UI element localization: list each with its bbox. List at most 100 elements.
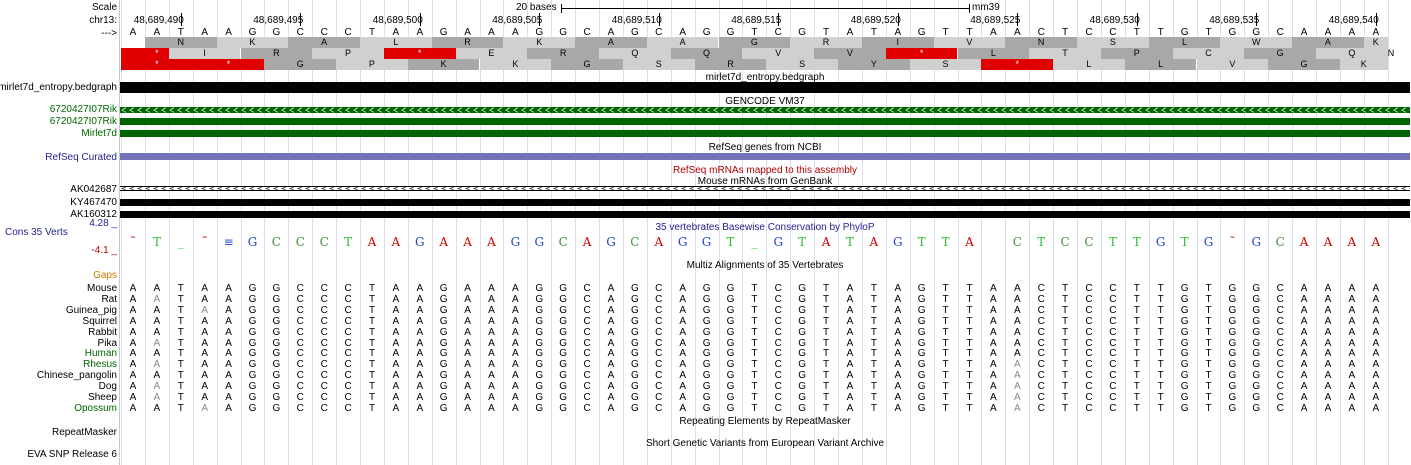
aligned-base: C xyxy=(344,293,352,305)
aligned-base: A xyxy=(225,348,232,360)
strand-toggle[interactable]: ---> xyxy=(101,28,117,39)
species-label-sheep[interactable]: Sheep xyxy=(88,392,117,403)
chromosome-label[interactable]: chr13: xyxy=(89,15,117,26)
conservation-base: A xyxy=(391,235,401,249)
species-label-human[interactable]: Human xyxy=(84,348,117,360)
aligned-base: A xyxy=(512,337,519,349)
gridline xyxy=(503,0,504,465)
species-label-squirrel[interactable]: Squirrel xyxy=(82,315,117,327)
conservation-base: _ xyxy=(177,235,184,249)
aligned-base: A xyxy=(153,304,161,316)
species-label-pika[interactable]: Pika xyxy=(97,337,117,349)
aligned-base: A xyxy=(392,381,400,393)
aligned-base: C xyxy=(655,326,663,338)
species-label-guinea-pig[interactable]: Guinea_pig xyxy=(65,304,117,316)
aligned-base: C xyxy=(583,315,591,327)
aligned-base: T xyxy=(966,359,973,371)
base-letter: C xyxy=(320,27,328,38)
aligned-base: T xyxy=(1157,370,1164,382)
track-label-gene-6720427i07rik-1[interactable]: 6720427I07Rik xyxy=(49,104,117,115)
species-label-rhesus[interactable]: Rhesus xyxy=(83,359,117,371)
aligned-base: G xyxy=(272,337,281,349)
conservation-base: ˜ xyxy=(130,235,136,249)
track-label-gaps[interactable]: Gaps xyxy=(93,270,117,281)
aligned-base: C xyxy=(1276,359,1284,371)
refseq-curated-bar[interactable] xyxy=(120,153,1410,160)
aligned-base: C xyxy=(583,370,591,382)
gridline xyxy=(623,0,624,465)
species-label-opossum[interactable]: Opossum xyxy=(74,402,117,414)
aligned-base: G xyxy=(535,315,544,327)
aligned-base: G xyxy=(726,370,735,382)
mrna-ak042687-bar[interactable] xyxy=(120,186,1410,191)
aligned-base: G xyxy=(1180,283,1189,294)
aligned-base: A xyxy=(1300,315,1308,327)
aligned-base: A xyxy=(225,304,232,316)
aligned-base: A xyxy=(894,293,902,305)
aligned-base: A xyxy=(392,359,400,371)
conservation-base: A xyxy=(439,235,449,249)
track-data-area[interactable]: 20 bases mm39 48,689,490 48,689,495 48,689… xyxy=(120,0,1410,465)
aligned-base: A xyxy=(1013,348,1021,360)
track-label-mrna-ak042687[interactable]: AK042687 xyxy=(70,184,117,195)
aligned-base: G xyxy=(631,293,639,305)
track-label-mrna-ak160312[interactable]: AK160312 xyxy=(70,209,117,220)
mrna-ak160312-bar[interactable] xyxy=(120,211,1410,218)
aligned-base: G xyxy=(439,392,448,403)
aligned-base: C xyxy=(1037,304,1045,316)
aligned-base: A xyxy=(464,304,471,316)
aligned-base: C xyxy=(1085,293,1093,305)
conservation-base: T xyxy=(344,235,353,249)
assembly-name: mm39 xyxy=(972,2,1000,13)
gene-mirlet7d-bar[interactable] xyxy=(120,130,1410,137)
track-label-mirlet7d-entropy[interactable]: mirlet7d_entropy.bedgraph xyxy=(0,82,117,93)
track-label-refseq-curated[interactable]: RefSeq Curated xyxy=(45,152,117,163)
base-letter: C xyxy=(344,27,352,38)
amino-acid: G xyxy=(718,37,791,48)
aligned-base: A xyxy=(464,370,471,382)
species-label-chinese-pangolin[interactable]: Chinese_pangolin xyxy=(36,370,117,382)
aligned-base: A xyxy=(990,359,997,371)
mrna-ky467470-bar[interactable] xyxy=(120,199,1410,206)
track-label-cons-35-verts[interactable]: Cons 35 Verts xyxy=(5,227,68,238)
gridline xyxy=(742,0,743,465)
species-label-rabbit[interactable]: Rabbit xyxy=(88,326,117,338)
aligned-base: A xyxy=(129,348,137,360)
amino-acid: K xyxy=(1339,59,1388,70)
amino-acid: P xyxy=(312,48,384,59)
aligned-base: C xyxy=(344,326,352,338)
track-label-eva-snp[interactable]: EVA SNP Release 6 xyxy=(27,449,117,460)
aligned-base: G xyxy=(272,402,281,414)
aligned-base: A xyxy=(607,315,615,327)
aligned-base: A xyxy=(392,370,400,382)
aligned-base: G xyxy=(1252,304,1261,316)
gene-6720427i07rik-2-bar[interactable] xyxy=(120,118,1410,125)
aligned-base: G xyxy=(439,293,448,305)
species-label-rat[interactable]: Rat xyxy=(101,293,117,305)
aligned-base: G xyxy=(726,359,735,371)
aligned-base: G xyxy=(1228,381,1237,393)
amino-acid: E xyxy=(455,48,528,59)
track-label-gene-6720427i07rik-2[interactable]: 6720427I07Rik xyxy=(49,116,117,127)
gridline xyxy=(1173,0,1174,465)
track-label-gene-mirlet7d[interactable]: Mirlet7d xyxy=(81,128,117,139)
coordinate-label: 48,689,530 xyxy=(1089,15,1140,26)
aligned-base: G xyxy=(559,304,568,316)
gene-6720427i07rik-1-bar[interactable] xyxy=(120,107,1410,113)
aligned-base: T xyxy=(942,315,949,327)
aligned-base: A xyxy=(1324,359,1332,371)
mirlet7d-entropy-bar[interactable] xyxy=(120,82,1410,93)
aligned-base: A xyxy=(225,326,232,338)
aligned-base: T xyxy=(1133,326,1140,338)
aligned-base: T xyxy=(177,293,184,305)
conservation-base: A xyxy=(654,235,664,249)
aligned-base: A xyxy=(416,304,424,316)
base-letter: A xyxy=(512,27,519,38)
aligned-base: C xyxy=(1109,359,1117,371)
track-label-repeatmasker[interactable]: RepeatMasker xyxy=(51,427,117,438)
aligned-base: G xyxy=(631,359,639,371)
species-label-mouse[interactable]: Mouse xyxy=(86,283,117,294)
species-label-dog[interactable]: Dog xyxy=(98,381,117,393)
track-label-mrna-ky467470[interactable]: KY467470 xyxy=(70,197,117,208)
aligned-base: A xyxy=(153,293,161,305)
